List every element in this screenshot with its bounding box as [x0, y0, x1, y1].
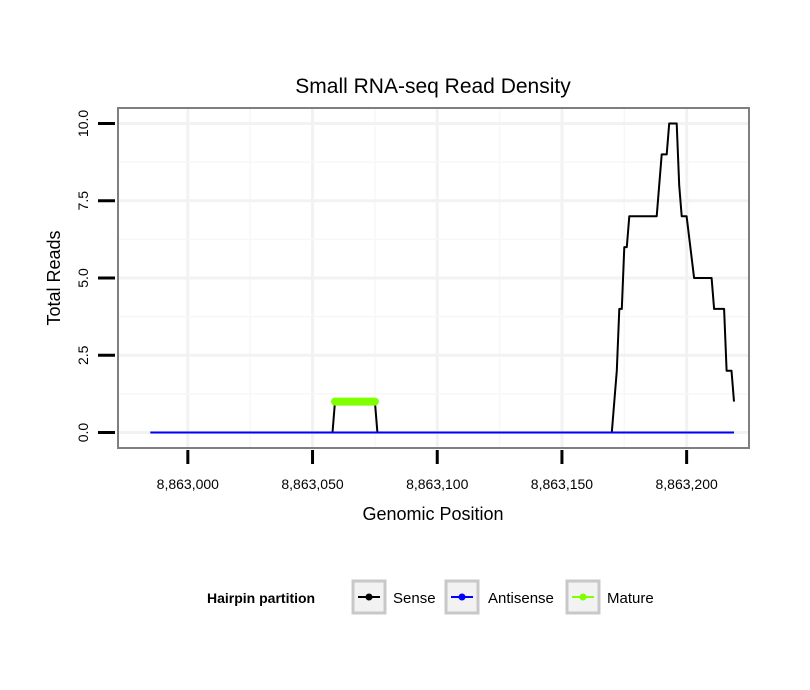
plot-panel-border [117, 107, 750, 449]
legend-item-sense: Sense [351, 579, 436, 615]
x-tick-label: 8,863,000 [157, 476, 219, 492]
legend-label: Mature [607, 590, 654, 607]
legend-label: Sense [393, 590, 436, 607]
y-axis-label: Total Reads [44, 230, 64, 325]
x-axis: 8,863,000 8,863,050 8,863,100 8,863,150 8,86… [157, 450, 718, 492]
x-tick-label: 8,863,150 [531, 476, 593, 492]
legend-title: Hairpin partition [207, 590, 315, 606]
legend-key-point [458, 593, 466, 601]
x-tick-label: 8,863,100 [406, 476, 468, 492]
y-tick-label: 2.5 [75, 345, 91, 365]
legend: Hairpin partition Sense Antisense Mature [207, 579, 654, 615]
y-tick-label: 7.5 [75, 191, 91, 211]
y-tick-label: 10.0 [75, 110, 91, 137]
x-axis-label: Genomic Position [362, 504, 503, 524]
x-tick-label: 8,863,050 [281, 476, 343, 492]
legend-item-antisense: Antisense [444, 579, 554, 615]
chart-title: Small RNA-seq Read Density [295, 75, 571, 98]
legend-key-point [579, 593, 587, 601]
grid [118, 108, 749, 448]
legend-key-point [365, 593, 373, 601]
x-tick-label: 8,863,200 [655, 476, 717, 492]
y-axis: 0.0 2.5 5.0 7.5 10.0 [75, 110, 115, 443]
legend-item-mature: Mature [565, 579, 654, 615]
legend-label: Antisense [488, 590, 554, 607]
y-tick-label: 0.0 [75, 423, 91, 443]
plot-series [150, 122, 735, 434]
series-sense-line [150, 122, 735, 434]
y-tick-label: 5.0 [75, 268, 91, 288]
